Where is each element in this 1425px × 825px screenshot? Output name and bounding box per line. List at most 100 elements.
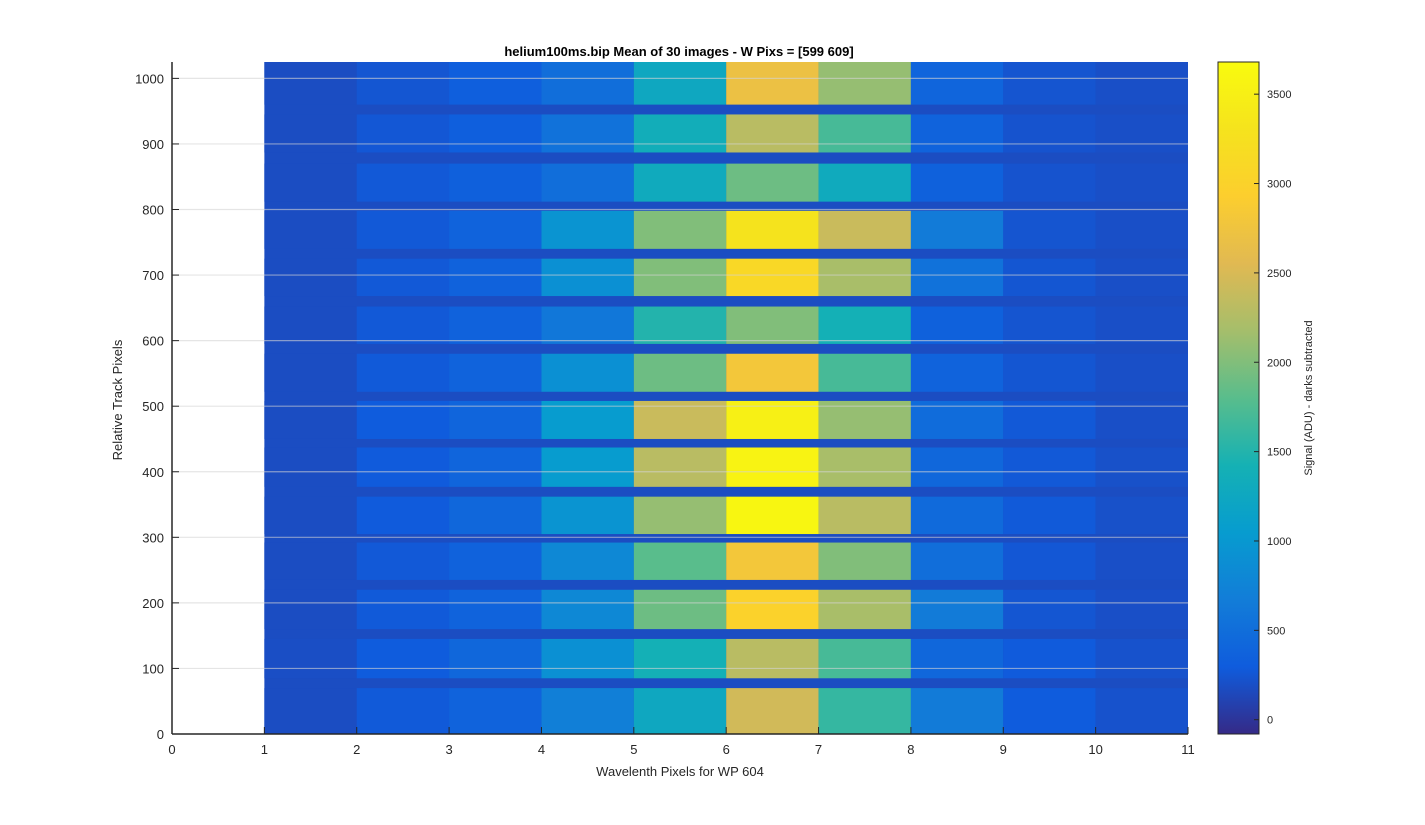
heatmap-cell (264, 688, 357, 734)
heatmap-cell (818, 496, 911, 535)
heatmap-cell (1003, 447, 1096, 487)
colorbar-gradient (1217, 61, 1260, 735)
heatmap-cell (726, 638, 819, 679)
x-tick-label: 4 (538, 742, 545, 757)
heatmap-cell (1095, 62, 1188, 105)
heatmap-cell (633, 114, 727, 153)
x-tick-label: 10 (1088, 742, 1102, 757)
heatmap-cell (541, 62, 634, 105)
y-ticks: 0 100 200 300 400 500 600 700 800 900 1000 (135, 71, 179, 742)
heatmap-cell (633, 496, 727, 535)
heatmap-cell (541, 258, 634, 297)
colorbar-tick-label: 3000 (1267, 179, 1291, 191)
colorbar-tick-label: 500 (1267, 625, 1285, 637)
heatmap-cell (1003, 542, 1096, 580)
heatmap-cell (818, 353, 911, 392)
heatmap-cell (1003, 688, 1096, 734)
heatmap-cell (449, 542, 542, 580)
heatmap-cell (541, 589, 634, 630)
heatmap-cell (726, 114, 819, 153)
heatmap-cell (726, 542, 819, 580)
heatmap-cell (449, 353, 542, 392)
heatmap-cell (910, 114, 1004, 153)
chart-title: helium100ms.bip Mean of 30 images - W Pi… (504, 44, 853, 59)
heatmap-cell (818, 589, 911, 630)
colorbar-tick-label: 2500 (1267, 268, 1291, 280)
colorbar-tick-label: 2000 (1267, 357, 1291, 369)
heatmap-cell (910, 163, 1004, 202)
heatmap-cell (1095, 447, 1188, 487)
heatmap-cell (633, 447, 727, 487)
heatmap-cell (356, 638, 450, 679)
heatmap-cell (633, 163, 727, 202)
heatmap-cell (264, 163, 357, 202)
x-tick-label: 3 (445, 742, 452, 757)
heatmap-cell (449, 638, 542, 679)
heatmap-cell (1003, 496, 1096, 535)
heatmap-cell (1003, 400, 1096, 439)
y-tick-label: 700 (142, 268, 164, 283)
heatmap-cell (1003, 62, 1096, 105)
heatmap-cell (264, 62, 357, 105)
heatmap-cell (449, 258, 542, 297)
x-tick-label: 1 (261, 742, 268, 757)
heatmap-cell (726, 496, 819, 535)
heatmap-cell (1095, 163, 1188, 202)
heatmap-cell (356, 62, 450, 105)
heatmap-cell (541, 447, 634, 487)
heatmap-cell (264, 447, 357, 487)
heatmap-cell (633, 589, 727, 630)
x-tick-label: 8 (907, 742, 914, 757)
heatmap-cell (1003, 589, 1096, 630)
heatmap-cell (356, 258, 450, 297)
y-axis-label: Relative Track Pixels (110, 339, 125, 460)
heatmap-gap-background (264, 62, 1188, 734)
heatmap-cell (449, 447, 542, 487)
y-tick-label: 0 (157, 727, 164, 742)
heatmap-cell (264, 210, 357, 249)
heatmap-cell (1095, 638, 1188, 679)
heatmap-cell (1003, 306, 1096, 344)
heatmap-cell (1095, 542, 1188, 580)
heatmap-cell (1003, 210, 1096, 249)
x-tick-label: 5 (630, 742, 637, 757)
heatmap-cell (1003, 258, 1096, 297)
heatmap-cell (726, 400, 819, 439)
heatmap-cell (910, 638, 1004, 679)
heatmap-cell (818, 542, 911, 580)
heatmap-cell (264, 400, 357, 439)
heatmap-cell (1003, 163, 1096, 202)
x-axis-label: Wavelenth Pixels for WP 604 (596, 764, 764, 779)
heatmap-cell (633, 62, 727, 105)
colorbar-tick-label: 3500 (1267, 89, 1291, 101)
heatmap-cell (1095, 496, 1188, 535)
heatmap-cell (1095, 210, 1188, 249)
heatmap-cell (541, 163, 634, 202)
heatmap-cell (264, 114, 357, 153)
heatmap-cell (726, 589, 819, 630)
heatmap-cell (910, 353, 1004, 392)
heatmap-cell (264, 353, 357, 392)
x-ticks: 0 1 2 3 4 5 6 7 8 9 10 11 (168, 727, 1195, 757)
heatmap-cell (726, 306, 819, 344)
heatmap-cell (541, 638, 634, 679)
heatmap-cell (818, 62, 911, 105)
heatmap-cell (910, 400, 1004, 439)
heatmap-cell (910, 306, 1004, 344)
heatmap-cell (264, 496, 357, 535)
heatmap-cell (541, 542, 634, 580)
heatmap-cell (910, 688, 1004, 734)
y-tick-label: 800 (142, 203, 164, 218)
heatmap-cell (356, 542, 450, 580)
x-tick-label: 0 (168, 742, 175, 757)
heatmap-cell (726, 210, 819, 249)
heatmap-cell (264, 638, 357, 679)
heatmap-cell (356, 306, 450, 344)
heatmap-cell (356, 496, 450, 535)
heatmap-cell (541, 688, 634, 734)
y-tick-label: 100 (142, 661, 164, 676)
heatmap-cell (356, 589, 450, 630)
heatmap-cell (356, 447, 450, 487)
heatmap-cell (726, 688, 819, 734)
